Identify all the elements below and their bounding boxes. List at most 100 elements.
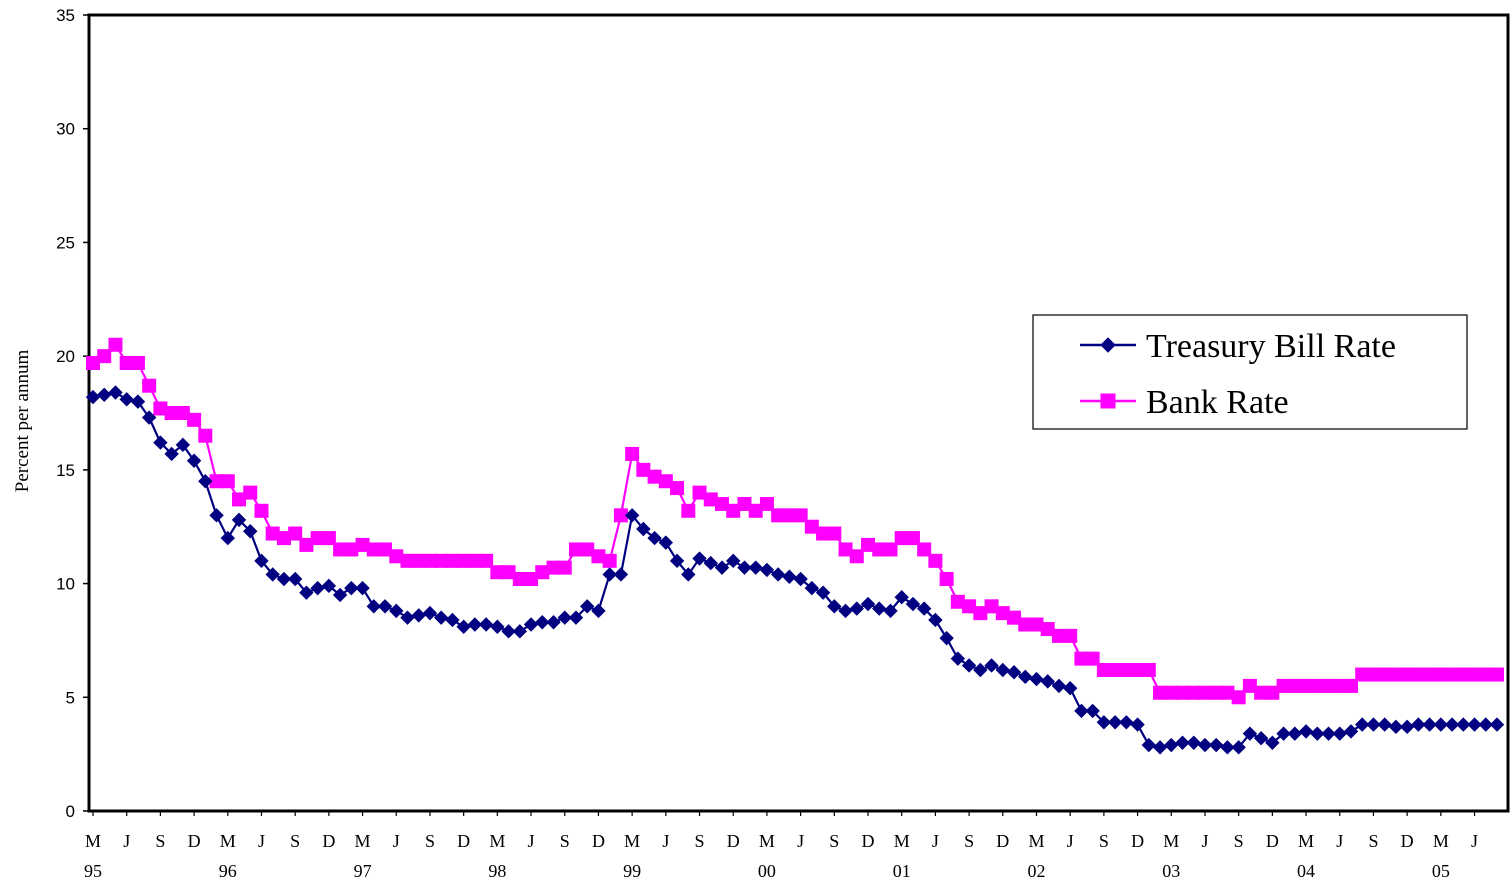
data-point (804, 580, 820, 596)
data-point (220, 530, 235, 546)
x-tick-year-label: 01 (893, 861, 911, 881)
data-point (973, 662, 988, 678)
data-point (815, 585, 831, 600)
y-tick-label: 5 (66, 688, 75, 707)
data-point (299, 585, 314, 600)
data-point (1175, 735, 1190, 750)
data-point (1062, 680, 1078, 696)
data-point (703, 555, 718, 571)
data-point (198, 474, 213, 489)
data-point (1018, 669, 1033, 685)
x-tick-month-label: J (797, 831, 804, 851)
data-point (366, 599, 382, 614)
data-point (827, 526, 842, 541)
data-point (961, 658, 977, 673)
data-point (1231, 740, 1246, 755)
data-point (568, 610, 584, 625)
data-point (1388, 719, 1404, 735)
x-tick-month-label: D (727, 831, 740, 851)
x-tick-month-label: S (155, 831, 165, 851)
data-point (175, 437, 191, 453)
data-point (243, 524, 258, 539)
legend-swatch-marker (1100, 337, 1116, 353)
data-point (546, 615, 561, 630)
data-point (1208, 737, 1224, 753)
data-point (759, 562, 775, 578)
x-tick-month-label: M (489, 831, 505, 851)
legend-label: Treasury Bill Rate (1146, 328, 1396, 365)
data-point (1085, 651, 1100, 666)
data-point (849, 549, 864, 564)
data-point (108, 385, 123, 400)
data-point (344, 580, 359, 596)
data-point (737, 560, 752, 575)
data-point (164, 446, 179, 462)
data-point (1130, 717, 1145, 732)
data-point (580, 599, 595, 614)
y-tick-label: 25 (56, 233, 75, 252)
data-point (748, 560, 763, 575)
data-point (467, 617, 483, 632)
x-tick-month-label: D (1401, 831, 1414, 851)
x-tick-month-label: D (996, 831, 1009, 851)
data-point (872, 601, 887, 616)
x-tick-month-label: M (1298, 831, 1314, 851)
data-point (984, 658, 999, 673)
data-point (905, 596, 921, 612)
data-point (726, 553, 741, 569)
x-tick-month-label: M (894, 831, 910, 851)
data-point (355, 580, 370, 596)
y-tick-label: 0 (66, 802, 75, 821)
x-tick-month-label: M (624, 831, 640, 851)
data-point (939, 572, 954, 587)
y-tick-label: 15 (56, 461, 75, 480)
data-point (1220, 740, 1235, 755)
x-tick-year-label: 97 (354, 861, 372, 881)
x-tick-month-label: J (123, 831, 130, 851)
x-tick-month-label: S (290, 831, 300, 851)
data-point (490, 619, 505, 634)
x-tick-month-label: M (1163, 831, 1179, 851)
data-point (670, 481, 685, 496)
data-point (288, 526, 303, 541)
data-point (1253, 731, 1269, 746)
y-tick-label: 35 (56, 6, 75, 25)
data-point (389, 603, 404, 619)
data-point (625, 446, 640, 461)
x-tick-year-label: 05 (1432, 861, 1450, 881)
x-tick-month-label: D (457, 831, 470, 851)
data-point (681, 567, 696, 582)
data-point (883, 542, 898, 557)
data-point (1096, 715, 1112, 730)
data-point (254, 553, 269, 569)
x-tick-month-label: J (1471, 831, 1478, 851)
x-tick-month-label: S (1368, 831, 1378, 851)
data-point (658, 535, 674, 550)
data-point (827, 599, 842, 614)
data-point (1242, 726, 1258, 741)
data-point (995, 662, 1010, 678)
data-point (557, 560, 572, 575)
data-point (332, 587, 348, 603)
data-point (1433, 717, 1449, 732)
x-tick-month-label: J (932, 831, 939, 851)
x-tick-year-label: 98 (488, 861, 506, 881)
bank-rate-series (86, 337, 1504, 705)
treasury-bill-rate-series (85, 385, 1505, 755)
x-tick-month-label: J (1201, 831, 1208, 851)
data-point (1029, 671, 1044, 687)
data-point (1265, 735, 1280, 750)
data-point (142, 378, 157, 393)
data-point (692, 551, 707, 566)
legend: Treasury Bill Rate Bank Rate (1032, 314, 1468, 430)
y-tick-label: 30 (56, 120, 75, 139)
data-point (265, 567, 280, 582)
x-tick-year-label: 02 (1027, 861, 1045, 881)
x-tick-month-label: M (1433, 831, 1449, 851)
data-point (782, 569, 797, 584)
x-tick-month-label: J (1067, 831, 1074, 851)
data-point (950, 651, 966, 666)
x-tick-month-label: D (862, 831, 875, 851)
data-point (1231, 690, 1246, 705)
